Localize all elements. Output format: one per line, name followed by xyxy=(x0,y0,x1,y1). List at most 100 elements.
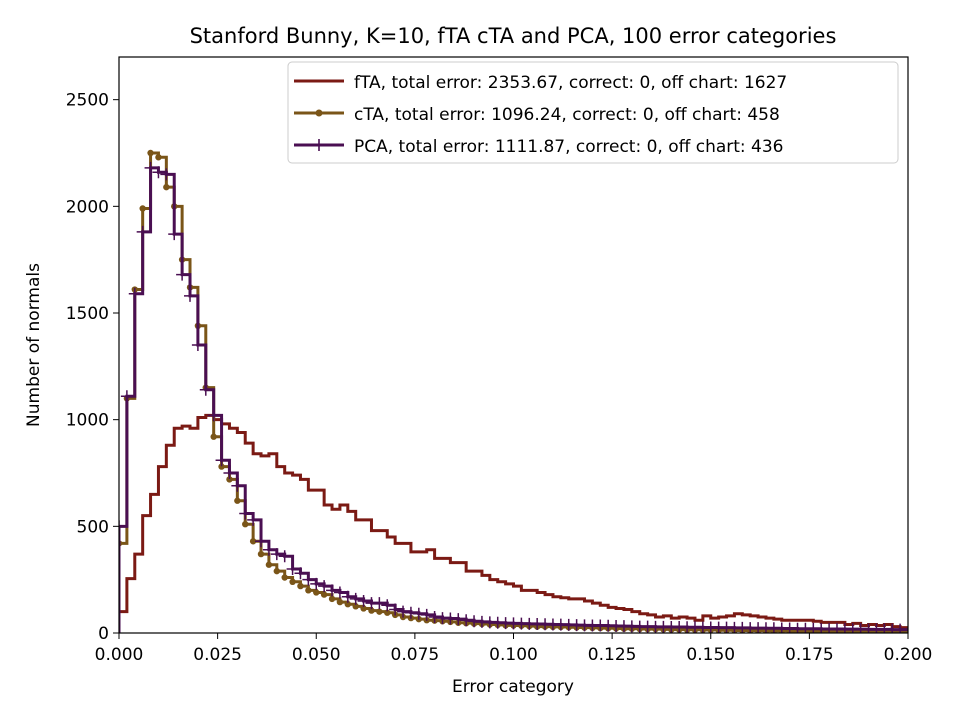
data-point xyxy=(341,590,354,603)
data-point xyxy=(262,543,275,556)
x-tick-label: 0.100 xyxy=(489,645,538,665)
data-point xyxy=(139,205,146,212)
data-point xyxy=(460,614,473,627)
x-axis-label: Error category xyxy=(452,677,574,697)
data-point xyxy=(894,623,907,633)
x-tick-label: 0.075 xyxy=(391,645,440,665)
y-tick-label: 2000 xyxy=(66,197,109,217)
data-point xyxy=(368,607,375,614)
legend-entry-pca: PCA, total error: 1111.87, correct: 0, o… xyxy=(294,137,784,157)
y-tick-label: 500 xyxy=(77,517,109,537)
y-tick-label: 1000 xyxy=(66,411,109,431)
data-point xyxy=(349,592,362,605)
data-point xyxy=(310,577,323,590)
y-tick-label: 0 xyxy=(98,624,109,644)
data-point xyxy=(397,605,410,618)
legend-label-pca: PCA, total error: 1111.87, correct: 0, o… xyxy=(354,137,784,157)
data-point xyxy=(313,589,320,596)
data-point xyxy=(278,550,291,563)
data-point xyxy=(286,563,299,575)
series-line xyxy=(119,413,908,633)
data-point xyxy=(168,228,181,241)
data-point xyxy=(147,149,154,157)
data-point xyxy=(247,513,260,526)
data-point xyxy=(333,586,346,599)
x-tick-label: 0.125 xyxy=(588,645,637,665)
data-point xyxy=(234,497,241,504)
data-point xyxy=(218,463,225,470)
data-point xyxy=(328,595,336,603)
data-point xyxy=(376,608,383,615)
data-point xyxy=(352,603,359,610)
data-point xyxy=(215,454,228,467)
data-point xyxy=(184,289,197,302)
data-point xyxy=(412,607,425,620)
legend-entry-cta: cTA, total error: 1096.24, correct: 0, o… xyxy=(294,105,780,125)
data-point xyxy=(144,161,157,174)
data-point xyxy=(289,578,296,585)
data-point xyxy=(120,390,133,403)
data-point xyxy=(384,609,391,616)
series-0 xyxy=(119,413,908,633)
data-point xyxy=(452,613,465,626)
data-point xyxy=(223,467,236,479)
x-tick-label: 0.200 xyxy=(884,645,933,665)
data-point xyxy=(297,582,304,590)
data-point xyxy=(302,573,315,586)
legend-entry-fta: fTA, total error: 2353.67, correct: 0, o… xyxy=(294,73,787,93)
y-tick-label: 2500 xyxy=(66,91,109,111)
data-point xyxy=(389,603,402,616)
x-axis: 0.000 0.025 0.050 0.075 0.100 0.125 0.150 0.175… xyxy=(95,633,933,665)
data-point xyxy=(199,383,212,396)
data-point xyxy=(242,521,249,528)
data-point xyxy=(336,598,344,606)
y-axis: 0 500 1000 1500 2000 2500 xyxy=(66,91,119,644)
data-point xyxy=(320,591,328,598)
data-point xyxy=(318,580,331,593)
data-point xyxy=(357,595,370,607)
data-point xyxy=(344,601,352,608)
legend-label-fta: fTA, total error: 2353.67, correct: 0, o… xyxy=(354,73,787,93)
data-point xyxy=(136,225,149,238)
x-tick-label: 0.150 xyxy=(686,645,735,665)
y-axis-label: Number of normals xyxy=(24,263,44,427)
y-tick-label: 1500 xyxy=(66,304,109,324)
data-point xyxy=(191,339,204,351)
data-point xyxy=(294,567,307,580)
data-point xyxy=(281,574,288,581)
data-point xyxy=(265,561,273,568)
data-point xyxy=(270,548,283,561)
data-point xyxy=(360,605,367,612)
data-point xyxy=(128,287,141,300)
data-point xyxy=(207,409,220,422)
legend-label-cta: cTA, total error: 1096.24, correct: 0, o… xyxy=(354,105,780,125)
chart-title: Stanford Bunny, K=10, fTA cTA and PCA, 1… xyxy=(190,24,837,48)
data-point xyxy=(326,584,339,597)
x-tick-label: 0.025 xyxy=(193,645,242,665)
data-point xyxy=(119,520,125,533)
data-point xyxy=(231,479,244,492)
data-point xyxy=(239,507,252,520)
x-tick-label: 0.050 xyxy=(292,645,341,665)
legend-box xyxy=(287,61,899,164)
data-point xyxy=(257,550,265,558)
legend-marker-cta xyxy=(315,109,323,117)
data-point xyxy=(428,611,441,623)
data-point xyxy=(210,433,217,440)
x-tick-label: 0.175 xyxy=(785,645,834,665)
series-layer xyxy=(119,149,908,633)
x-tick-label: 0.000 xyxy=(95,645,144,665)
data-point xyxy=(381,599,394,612)
data-point xyxy=(249,538,257,545)
data-point xyxy=(255,535,268,548)
data-point xyxy=(305,587,312,594)
data-point xyxy=(155,154,162,161)
data-point xyxy=(163,183,170,191)
data-point xyxy=(420,608,433,621)
legend: fTA, total error: 2353.67, correct: 0, o… xyxy=(287,61,899,164)
data-point xyxy=(404,606,417,619)
data-point xyxy=(176,268,189,281)
data-point xyxy=(160,168,173,181)
data-point xyxy=(152,166,165,179)
